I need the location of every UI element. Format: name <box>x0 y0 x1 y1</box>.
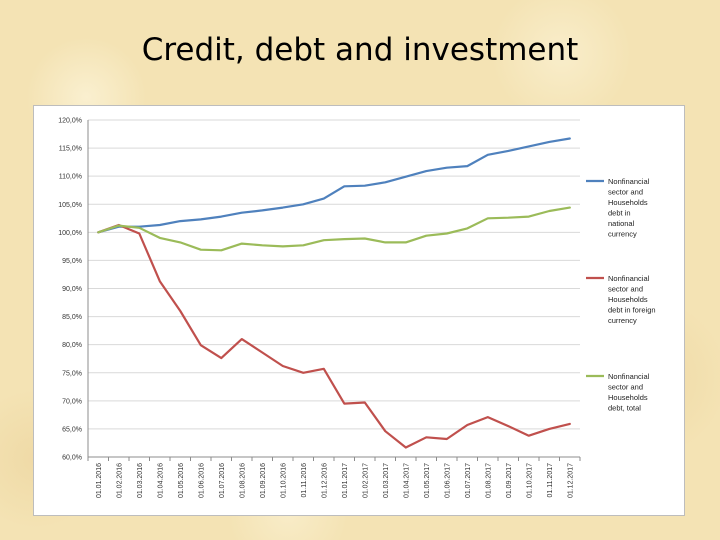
slide-title: Credit, debt and investment <box>141 32 579 68</box>
legend-label: Households <box>608 393 648 402</box>
y-tick-label: 75,0% <box>62 370 82 377</box>
x-tick-label: 01.05.2016 <box>178 463 185 498</box>
y-tick-label: 90,0% <box>62 286 82 293</box>
x-tick-label: 01.01.2017 <box>342 463 349 498</box>
y-tick-label: 85,0% <box>62 314 82 321</box>
series-line-2 <box>97 223 571 449</box>
legend-label: Households <box>608 198 648 207</box>
x-tick-label: 01.04.2017 <box>403 463 410 498</box>
y-tick-label: 115,0% <box>59 146 82 153</box>
y-tick-label: 70,0% <box>62 398 82 405</box>
x-tick-label: 01.01.2016 <box>96 463 103 498</box>
x-tick-label: 01.10.2017 <box>526 463 533 498</box>
x-tick-label: 01.05.2017 <box>424 463 431 498</box>
legend-label: sector and <box>608 285 643 294</box>
x-tick-label: 01.06.2017 <box>444 463 451 498</box>
x-tick-label: 01.09.2016 <box>260 463 267 498</box>
x-tick-label: 01.03.2016 <box>137 463 144 498</box>
x-tick-label: 01.06.2016 <box>198 463 205 498</box>
y-tick-label: 120,0% <box>58 118 82 125</box>
legend-label: currency <box>608 316 637 325</box>
y-tick-label: 60,0% <box>62 455 82 462</box>
legend-label: Households <box>608 295 648 304</box>
legend-label: Nonfinancial <box>608 372 650 381</box>
x-tick-label: 01.07.2016 <box>219 463 226 498</box>
legend-label: Nonfinancial <box>608 274 650 283</box>
x-tick-label: 01.04.2016 <box>157 463 164 498</box>
series-line-1 <box>97 137 571 234</box>
y-tick-label: 95,0% <box>62 258 82 265</box>
legend-label: sector and <box>608 188 643 197</box>
line-chart: 60,0% 65,0% 70,0% 75,0% 80,0% 85,0% 90,0% 95,0%… <box>58 118 656 499</box>
legend-label: Nonfinancial <box>608 177 650 186</box>
x-tick-label: 01.08.2016 <box>239 463 246 498</box>
y-tick-label: 110,0% <box>59 174 82 181</box>
legend-label: debt, total <box>608 404 641 413</box>
x-tick-label: 01.12.2016 <box>321 463 328 498</box>
x-tick-label: 01.02.2016 <box>116 463 123 498</box>
x-tick-label: 01.07.2017 <box>465 463 472 498</box>
y-tick-label: 100,0% <box>58 230 82 237</box>
chart-frame: 60,0% 65,0% 70,0% 75,0% 80,0% 85,0% 90,0% 95,0%… <box>33 105 685 516</box>
x-tick-label: 01.11.2017 <box>547 463 554 498</box>
legend-label: sector and <box>608 383 643 392</box>
x-tick-label: 01.02.2017 <box>362 463 369 498</box>
legend-label: currency <box>608 230 637 239</box>
x-tick-label: 01.11.2016 <box>301 463 308 498</box>
legend-label: debt in <box>608 209 631 218</box>
y-tick-label: 65,0% <box>62 426 82 433</box>
legend-label: debt in foreign <box>608 306 656 315</box>
x-tick-label: 01.03.2017 <box>383 463 390 498</box>
x-tick-label: 01.12.2017 <box>567 463 574 498</box>
y-tick-label: 80,0% <box>62 342 82 349</box>
x-tick-label: 01.09.2017 <box>506 463 513 498</box>
x-tick-label: 01.08.2017 <box>485 463 492 498</box>
series-line-3 <box>97 206 571 252</box>
y-tick-label: 105,0% <box>58 202 82 209</box>
legend-label: national <box>608 219 635 228</box>
x-tick-label: 01.10.2016 <box>280 463 287 498</box>
